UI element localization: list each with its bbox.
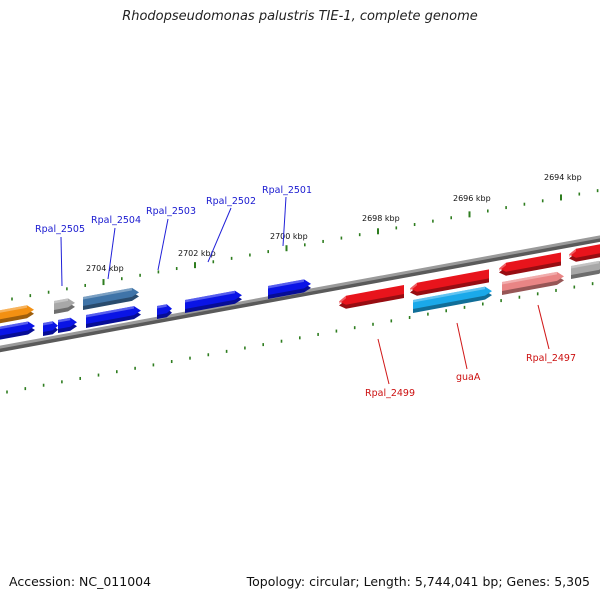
gene-red-d-highlight xyxy=(569,248,576,257)
gene-gray-right-highlight xyxy=(571,260,599,269)
gene-red-c-body xyxy=(499,252,561,272)
callout-line-rpal-2499 xyxy=(377,338,390,385)
gene-guaA-highlight xyxy=(413,286,485,303)
gene-rpal-2503 xyxy=(86,306,141,328)
gene-rpal-2501-body xyxy=(268,279,311,295)
callout-line-rpal-2504 xyxy=(107,227,116,280)
genome-summary-text: Topology: circular; Length: 5,744,041 bp… xyxy=(246,574,590,589)
gene-red-b-body xyxy=(410,269,489,292)
gene-rpal-2504-body xyxy=(83,287,139,306)
gene-rpal-2504 xyxy=(83,287,139,310)
gene-rpal-2497-body xyxy=(502,271,564,291)
gene-blue-small-b-highlight xyxy=(43,321,53,326)
gene-label-rpal-2505: Rpal_2505 xyxy=(35,224,85,235)
gene-gray-left xyxy=(54,298,75,314)
gene-red-b-highlight xyxy=(410,282,417,291)
gene-guaA-body xyxy=(413,286,492,309)
callout-line-rpal-2497 xyxy=(537,304,550,350)
kbp-label-2702: 2702 kbp xyxy=(178,249,216,258)
gene-blue-small-a-body xyxy=(0,321,35,336)
gene-label-rpal-2502: Rpal_2502 xyxy=(206,196,256,207)
kbp-label-2696: 2696 kbp xyxy=(453,194,491,203)
inner-tick-ring xyxy=(6,282,594,394)
gene-red-a-body xyxy=(339,284,404,305)
gene-rpal-2501-highlight xyxy=(268,279,304,289)
gene-rpal-2503-body xyxy=(86,306,141,324)
gene-orange-highlight xyxy=(0,305,27,313)
gene-label-rpal-2503: Rpal_2503 xyxy=(146,206,196,217)
outer-tick-ring xyxy=(11,189,599,301)
gene-guaA xyxy=(413,286,492,313)
gene-rpal-2501 xyxy=(268,279,311,299)
gene-gray-left-highlight xyxy=(54,298,68,304)
gene-red-a xyxy=(339,284,404,309)
gene-callouts: Rpal_2505 Rpal_2504 Rpal_2503 Rpal_2502 … xyxy=(35,185,576,399)
kbp-label-2698: 2698 kbp xyxy=(362,214,400,223)
gene-label-rpal-2504: Rpal_2504 xyxy=(91,215,141,226)
gene-rpal-2497-highlight xyxy=(502,271,557,285)
gene-orange xyxy=(0,305,34,324)
kbp-label-2700: 2700 kbp xyxy=(270,232,308,241)
gene-rpal-2497 xyxy=(502,271,564,295)
gene-red-d xyxy=(569,244,600,262)
gene-blue-small-a xyxy=(0,321,35,340)
gene-blue-small-c-highlight xyxy=(58,317,71,323)
gene-label-guaA: guaA xyxy=(456,372,481,383)
outer-strand-genes xyxy=(54,244,600,314)
kbp-scale-labels: 2694 kbp 2696 kbp 2698 kbp 2700 kbp 2702… xyxy=(86,173,582,273)
gene-blue-small-c xyxy=(58,317,77,333)
inner-strand-genes xyxy=(0,260,600,340)
gene-red-c-highlight xyxy=(499,262,506,271)
gene-label-rpal-2499: Rpal_2499 xyxy=(365,388,415,399)
map-title: Rhodopseudomonas palustris TIE-1, comple… xyxy=(122,9,478,24)
gene-rpal-2502-highlight xyxy=(185,290,235,303)
gene-blue-tiny-highlight xyxy=(157,304,167,309)
backbone-shadow xyxy=(0,235,600,353)
callout-line-rpal-2502 xyxy=(207,207,232,263)
gene-red-a-highlight xyxy=(339,295,346,304)
gene-gray-right xyxy=(571,260,600,279)
kbp-label-2704: 2704 kbp xyxy=(86,264,124,273)
gene-rpal-2502 xyxy=(185,290,242,313)
gene-blue-tiny xyxy=(157,304,172,319)
accession-text: Accession: NC_011004 xyxy=(9,574,152,589)
gene-blue-small-a-highlight xyxy=(0,321,28,330)
gene-rpal-2504-highlight xyxy=(83,287,132,300)
gene-label-rpal-2497: Rpal_2497 xyxy=(526,353,576,364)
gene-rpal-2502-body xyxy=(185,290,242,309)
kbp-label-2694: 2694 kbp xyxy=(544,173,582,182)
callout-line-rpal-2501 xyxy=(282,196,287,247)
gene-label-rpal-2501: Rpal_2501 xyxy=(262,185,312,196)
gene-red-c xyxy=(499,252,561,276)
callout-line-rpal-2505 xyxy=(60,236,63,287)
gene-red-b xyxy=(410,269,489,296)
gene-red-d-body xyxy=(569,244,600,258)
callout-line-rpal-2503 xyxy=(157,218,169,271)
gene-blue-small-b xyxy=(43,321,58,336)
callout-line-guaA xyxy=(456,322,468,370)
gene-rpal-2503-highlight xyxy=(86,306,134,318)
